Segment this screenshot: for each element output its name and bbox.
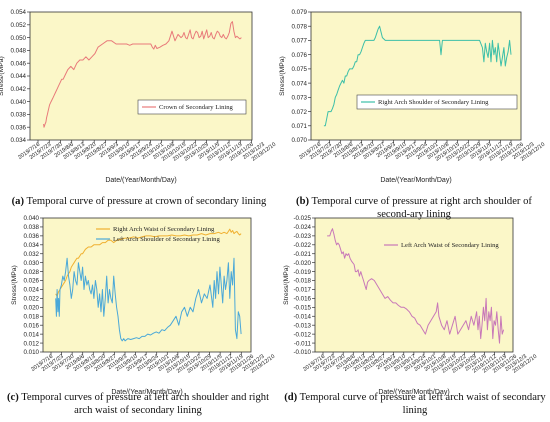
y-tick-label: 0.048: [11, 48, 27, 55]
x-axis-label: Date/(Year/Month/Day): [105, 177, 176, 184]
y-tick-label: 0.032: [24, 251, 40, 258]
caption-a-label: (a): [11, 196, 24, 207]
y-tick-label: -0.020: [293, 260, 311, 267]
caption-b-text: Temporal curve of pressure at right arch…: [309, 196, 532, 220]
y-axis-label: Stress/(MPa): [279, 56, 286, 96]
y-tick-label: 0.016: [24, 322, 40, 329]
y-tick-label: -0.017: [293, 287, 311, 294]
y-tick-label: 0.020: [24, 305, 40, 312]
caption-b-label: (b): [296, 196, 309, 207]
y-tick-label: -0.013: [293, 322, 311, 329]
plot-area: [314, 217, 514, 353]
y-tick-label: 0.076: [292, 52, 308, 59]
caption-c: (c) Temporal curves of pressure at left …: [2, 392, 274, 417]
chart-d: -0.010 -0.011 -0.012 -0.013 -0.014-0.015 -0.0…: [283, 215, 538, 396]
y-tick-label: -0.011: [294, 340, 312, 347]
y-tick-label: -0.019: [293, 269, 311, 276]
y-axis-label: Stress/(MPa): [283, 265, 290, 305]
series-line-1: [55, 257, 242, 342]
y-tick-label: -0.018: [293, 278, 311, 285]
series-line-0: [43, 21, 242, 128]
caption-a: (a) Temporal curve of pressure at crown …: [4, 196, 274, 209]
y-tick-label: 0.074: [292, 80, 308, 87]
plot-area: [310, 11, 522, 141]
y-tick-label: 0.026: [24, 278, 40, 285]
y-tick-label: 0.046: [11, 60, 27, 67]
y-tick-label: -0.023: [293, 233, 311, 240]
caption-d-label: (d): [284, 392, 298, 403]
y-tick-label: 0.040: [24, 215, 40, 222]
legend-box: [356, 94, 518, 110]
y-tick-label: 0.014: [24, 331, 40, 338]
x-axis-label: Date/(Year/Month/Day): [111, 389, 182, 396]
caption-a-text: Temporal curve of pressure at crown of s…: [24, 196, 267, 207]
y-tick-label: 0.034: [24, 242, 40, 249]
y-tick-label: 0.030: [24, 260, 40, 267]
y-tick-label: -0.022: [293, 242, 311, 249]
y-tick-label: -0.014: [293, 313, 311, 320]
y-tick-label: 0.038: [24, 224, 40, 231]
legend-label: Left Arch Waist of Secondary Lining: [401, 242, 499, 249]
y-tick-label: -0.024: [293, 224, 311, 231]
caption-b: (b) Temporal curve of pressure at right …: [280, 196, 548, 221]
y-tick-label: 0.052: [11, 22, 27, 29]
y-tick-label: 0.018: [24, 313, 40, 320]
y-tick-label: 0.024: [24, 287, 40, 294]
y-tick-label: 0.028: [24, 269, 40, 276]
y-tick-label: -0.012: [293, 331, 311, 338]
y-tick-label: 0.079: [292, 9, 308, 16]
y-tick-label: 0.036: [24, 233, 40, 240]
series-line-0: [327, 228, 505, 344]
caption-c-label: (c): [6, 392, 19, 403]
y-tick-label: 0.054: [11, 9, 27, 16]
y-tick-label: -0.016: [293, 296, 311, 303]
chart-b: 0.070 0.071 0.072 0.073 0.074 0.075 0.076 0.077…: [279, 9, 546, 184]
caption-c-text: Temporal curves of pressure at left arch…: [18, 392, 270, 416]
y-tick-label: -0.010: [293, 349, 311, 356]
legend-box: [137, 99, 247, 115]
y-tick-label: 0.034: [11, 137, 27, 144]
x-axis-label: Date/(Year/Month/Day): [380, 177, 451, 184]
y-tick-label: 0.042: [11, 86, 27, 93]
series-line-0: [55, 228, 242, 297]
y-axis-label: Stress/(MPa): [11, 265, 18, 305]
y-tick-label: 0.075: [292, 66, 308, 73]
series-line-0: [323, 25, 512, 127]
y-tick-label: 0.078: [292, 23, 308, 30]
legend-label: Crown of Secondary Lining: [159, 104, 234, 111]
legend-label: Left Arch Shoulder of Secondary Lining: [113, 236, 220, 243]
chart-a: 0.034 0.036 0.038 0.040 0.042 0.044 0.046 0.048…: [0, 9, 277, 184]
y-tick-label: 0.072: [292, 109, 308, 116]
y-tick-label: 0.040: [11, 99, 27, 106]
caption-d: (d) Temporal curve of pressure at left a…: [284, 392, 546, 417]
y-tick-label: 0.050: [11, 35, 27, 42]
y-tick-label: 0.022: [24, 296, 40, 303]
y-tick-label: -0.015: [293, 305, 311, 312]
y-tick-label: 0.012: [24, 340, 40, 347]
y-tick-label: 0.070: [292, 137, 308, 144]
y-tick-label: -0.021: [293, 251, 311, 258]
legend-label: Right Arch Shoulder of Secondary Lining: [378, 99, 489, 106]
caption-d-text: Temporal curve of pressure at left arch …: [297, 392, 546, 416]
y-tick-label: 0.044: [11, 73, 27, 80]
x-axis-label: Date/(Year/Month/Day): [378, 389, 449, 396]
plot-area: [29, 11, 253, 141]
y-tick-label: 0.077: [292, 38, 308, 45]
y-tick-label: 0.073: [292, 95, 308, 102]
y-tick-label: 0.071: [292, 123, 308, 130]
y-tick-label: 0.038: [11, 112, 27, 119]
legend-label: Right Arch Waist of Secondary Lining: [113, 226, 215, 233]
y-tick-label: -0.025: [293, 215, 311, 222]
y-axis-label: Stress/(MPa): [0, 56, 5, 96]
y-tick-label: 0.010: [24, 349, 40, 356]
y-tick-label: 0.036: [11, 124, 27, 131]
